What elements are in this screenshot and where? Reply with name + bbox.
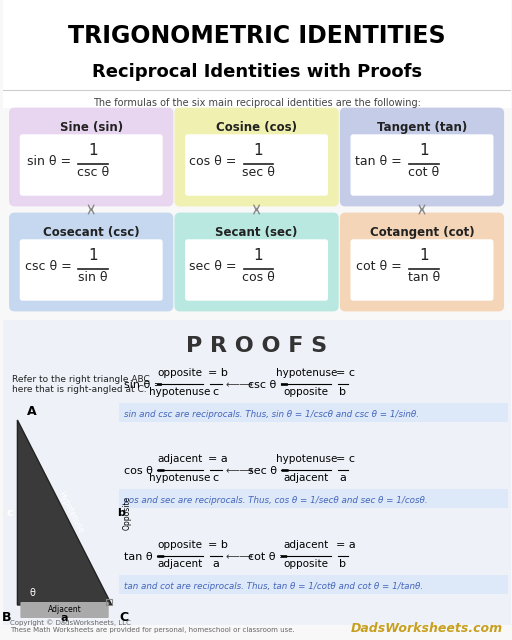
Text: hypotenuse: hypotenuse: [275, 454, 337, 464]
Text: 1: 1: [419, 143, 429, 158]
Text: θ: θ: [29, 588, 35, 598]
FancyBboxPatch shape: [119, 403, 507, 422]
FancyBboxPatch shape: [20, 240, 162, 300]
Text: TRIGONOMETRIC IDENTITIES: TRIGONOMETRIC IDENTITIES: [68, 24, 445, 48]
FancyBboxPatch shape: [3, 0, 510, 108]
Text: sin θ =: sin θ =: [27, 154, 75, 168]
Text: = b: = b: [208, 540, 228, 550]
Text: cos θ =: cos θ =: [123, 466, 169, 476]
FancyBboxPatch shape: [3, 320, 510, 625]
Text: Copyright © DadsWorksheets, LLC
These Math Worksheets are provided for personal,: Copyright © DadsWorksheets, LLC These Ma…: [10, 620, 295, 633]
Text: hypotenuse: hypotenuse: [150, 387, 211, 397]
FancyBboxPatch shape: [351, 135, 493, 195]
FancyBboxPatch shape: [119, 489, 507, 508]
Text: The formulas of the six main reciprocal identities are the following:: The formulas of the six main reciprocal …: [93, 98, 420, 108]
Text: sec θ: sec θ: [242, 166, 275, 179]
Text: sec θ =: sec θ =: [189, 259, 241, 273]
Text: Cosine (cos): Cosine (cos): [216, 120, 297, 134]
FancyBboxPatch shape: [176, 214, 337, 310]
Text: hypotenuse: hypotenuse: [150, 473, 211, 483]
Text: opposite: opposite: [158, 368, 203, 378]
FancyBboxPatch shape: [342, 214, 503, 310]
Text: c: c: [213, 387, 219, 397]
Text: cot θ =: cot θ =: [248, 552, 291, 562]
Text: adjacent: adjacent: [158, 454, 203, 464]
Text: b: b: [339, 387, 347, 397]
Text: tan θ =: tan θ =: [123, 552, 168, 562]
Text: 1: 1: [254, 143, 263, 158]
FancyBboxPatch shape: [119, 575, 507, 594]
Text: cot θ =: cot θ =: [356, 259, 406, 273]
Text: a: a: [212, 559, 219, 569]
FancyBboxPatch shape: [20, 135, 162, 195]
Text: opposite: opposite: [158, 540, 203, 550]
Text: Cotangent (cot): Cotangent (cot): [370, 225, 474, 239]
Text: 1: 1: [89, 248, 98, 263]
Text: adjacent: adjacent: [284, 540, 329, 550]
Text: B: B: [2, 611, 11, 624]
Text: c: c: [7, 508, 13, 518]
Text: = a: = a: [208, 454, 228, 464]
Text: b: b: [117, 508, 124, 518]
Text: hypotenuse: hypotenuse: [275, 368, 337, 378]
Text: C: C: [120, 611, 129, 624]
Text: = b: = b: [208, 368, 228, 378]
Text: Sine (sin): Sine (sin): [59, 120, 123, 134]
Text: csc θ =: csc θ =: [25, 259, 75, 273]
Text: sin and csc are reciprocals. Thus, sin θ = 1/cscθ and csc θ = 1/sinθ.: sin and csc are reciprocals. Thus, sin θ…: [123, 410, 419, 419]
Text: Tangent (tan): Tangent (tan): [377, 120, 467, 134]
Text: sin θ =: sin θ =: [123, 380, 166, 390]
FancyBboxPatch shape: [20, 602, 109, 618]
Text: Reciprocal Identities with Proofs: Reciprocal Identities with Proofs: [92, 63, 422, 81]
Text: a: a: [61, 613, 68, 623]
Text: = c: = c: [336, 368, 355, 378]
Text: b: b: [339, 559, 347, 569]
Text: tan and cot are reciprocals. Thus, tan θ = 1/cotθ and cot θ = 1/tanθ.: tan and cot are reciprocals. Thus, tan θ…: [123, 582, 423, 591]
FancyBboxPatch shape: [10, 109, 172, 205]
FancyBboxPatch shape: [176, 109, 337, 205]
Text: sec θ =: sec θ =: [248, 466, 293, 476]
Text: ⟵⟶: ⟵⟶: [226, 466, 254, 476]
FancyBboxPatch shape: [351, 240, 493, 300]
Text: a: a: [339, 473, 346, 483]
Text: tan θ =: tan θ =: [355, 154, 406, 168]
Text: Secant (sec): Secant (sec): [216, 225, 298, 239]
Text: tan θ: tan θ: [408, 271, 440, 284]
Text: cot θ: cot θ: [409, 166, 439, 179]
Polygon shape: [17, 420, 112, 605]
Text: adjacent: adjacent: [284, 473, 329, 483]
Text: ⟵⟶: ⟵⟶: [226, 380, 254, 390]
Text: = c: = c: [336, 454, 355, 464]
Text: 1: 1: [419, 248, 429, 263]
Text: = a: = a: [336, 540, 356, 550]
Text: Adjacent: Adjacent: [48, 605, 81, 614]
Text: A: A: [27, 405, 36, 418]
Text: cos and sec are reciprocals. Thus, cos θ = 1/secθ and sec θ = 1/cosθ.: cos and sec are reciprocals. Thus, cos θ…: [123, 496, 427, 505]
Text: Refer to the right triangle ABC
here that is right-angled at C.: Refer to the right triangle ABC here tha…: [12, 375, 150, 394]
Text: opposite: opposite: [284, 387, 329, 397]
Text: Hypotenuse: Hypotenuse: [56, 490, 85, 535]
Text: cos θ =: cos θ =: [189, 154, 241, 168]
Text: opposite: opposite: [284, 559, 329, 569]
Text: adjacent: adjacent: [158, 559, 203, 569]
Text: 1: 1: [89, 143, 98, 158]
FancyBboxPatch shape: [186, 135, 327, 195]
Text: DadsWorksheets.com: DadsWorksheets.com: [351, 622, 503, 635]
Text: c: c: [213, 473, 219, 483]
FancyBboxPatch shape: [10, 214, 172, 310]
Text: csc θ: csc θ: [77, 166, 109, 179]
FancyBboxPatch shape: [186, 240, 327, 300]
Text: Cosecant (csc): Cosecant (csc): [43, 225, 139, 239]
Text: Opposite: Opposite: [123, 495, 132, 530]
Text: csc θ =: csc θ =: [248, 380, 292, 390]
Text: cos θ: cos θ: [242, 271, 275, 284]
Text: ⟵⟶: ⟵⟶: [226, 552, 254, 562]
Text: 1: 1: [254, 248, 263, 263]
Text: sin θ: sin θ: [78, 271, 108, 284]
Text: P R O O F S: P R O O F S: [186, 336, 327, 356]
FancyBboxPatch shape: [342, 109, 503, 205]
